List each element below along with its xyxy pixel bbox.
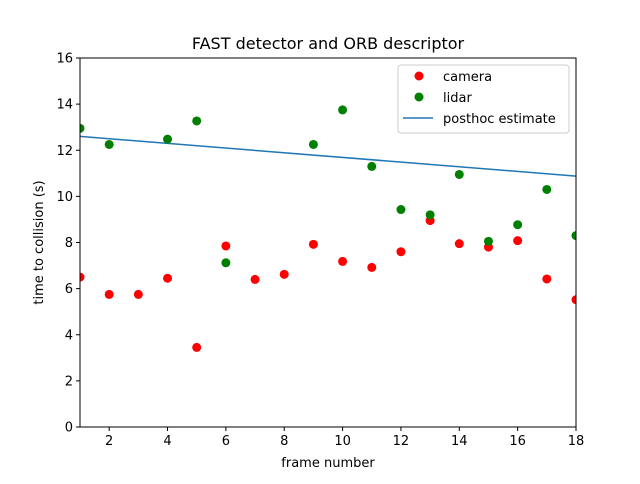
y-tick-label: 16 [56, 52, 73, 67]
chart-title: FAST detector and ORB descriptor [192, 34, 465, 53]
point-lidar [425, 210, 435, 220]
legend-box [397, 64, 570, 134]
y-tick-label: 12 [56, 144, 73, 159]
point-camera [133, 289, 143, 299]
point-camera [163, 273, 173, 283]
point-lidar [192, 116, 202, 126]
point-camera [221, 241, 231, 251]
x-tick-label: 4 [163, 434, 171, 449]
x-tick-label: 10 [334, 434, 351, 449]
point-camera [454, 239, 464, 249]
y-tick-label: 14 [56, 98, 73, 113]
point-camera [279, 269, 289, 279]
y-axis: 0 2 4 6 8 10 12 14 16 [56, 52, 80, 436]
legend-label-lidar: lidar [443, 91, 472, 106]
y-tick-label: 4 [65, 328, 73, 343]
legend-label-posthoc: posthoc estimate [443, 112, 556, 127]
point-camera [192, 342, 202, 352]
point-lidar [308, 139, 318, 149]
point-lidar [513, 220, 523, 230]
point-camera [250, 274, 260, 284]
x-tick-label: 2 [105, 434, 113, 449]
point-camera [338, 256, 348, 266]
point-camera [104, 289, 114, 299]
point-camera [396, 247, 406, 257]
legend-label-camera: camera [443, 70, 492, 85]
y-tick-label: 0 [65, 421, 73, 436]
series-line-posthoc-estimate [80, 135, 576, 177]
point-camera [542, 274, 552, 284]
point-lidar [338, 105, 348, 115]
x-axis-label: frame number [281, 456, 375, 471]
y-tick-label: 2 [65, 374, 73, 389]
legend-marker-camera [414, 71, 424, 81]
point-lidar [163, 134, 173, 144]
y-axis-label: time to collision (s) [32, 180, 47, 304]
point-camera [308, 239, 318, 249]
x-tick-label: 6 [222, 434, 230, 449]
point-lidar [483, 236, 493, 246]
point-camera [367, 262, 377, 272]
y-tick-label: 10 [56, 190, 73, 205]
y-tick-label: 6 [65, 282, 73, 297]
point-lidar [454, 169, 464, 179]
x-tick-label: 18 [568, 434, 585, 449]
point-camera [571, 295, 576, 305]
legend: camera lidar posthoc estimate [397, 64, 570, 134]
x-axis: 2 4 6 8 10 12 14 16 18 [105, 427, 584, 449]
point-lidar [367, 161, 377, 171]
point-camera [513, 236, 523, 246]
x-tick-label: 14 [451, 434, 468, 449]
x-tick-label: 12 [393, 434, 410, 449]
point-lidar [571, 231, 576, 241]
plot-area [80, 105, 576, 352]
point-lidar [80, 123, 85, 133]
point-lidar [221, 258, 231, 268]
point-lidar [542, 184, 552, 194]
y-tick-label: 8 [65, 236, 73, 251]
point-lidar [396, 205, 406, 215]
point-camera [80, 272, 85, 282]
point-lidar [104, 139, 114, 149]
x-tick-label: 16 [509, 434, 526, 449]
legend-marker-lidar [414, 92, 424, 102]
x-tick-label: 8 [280, 434, 288, 449]
